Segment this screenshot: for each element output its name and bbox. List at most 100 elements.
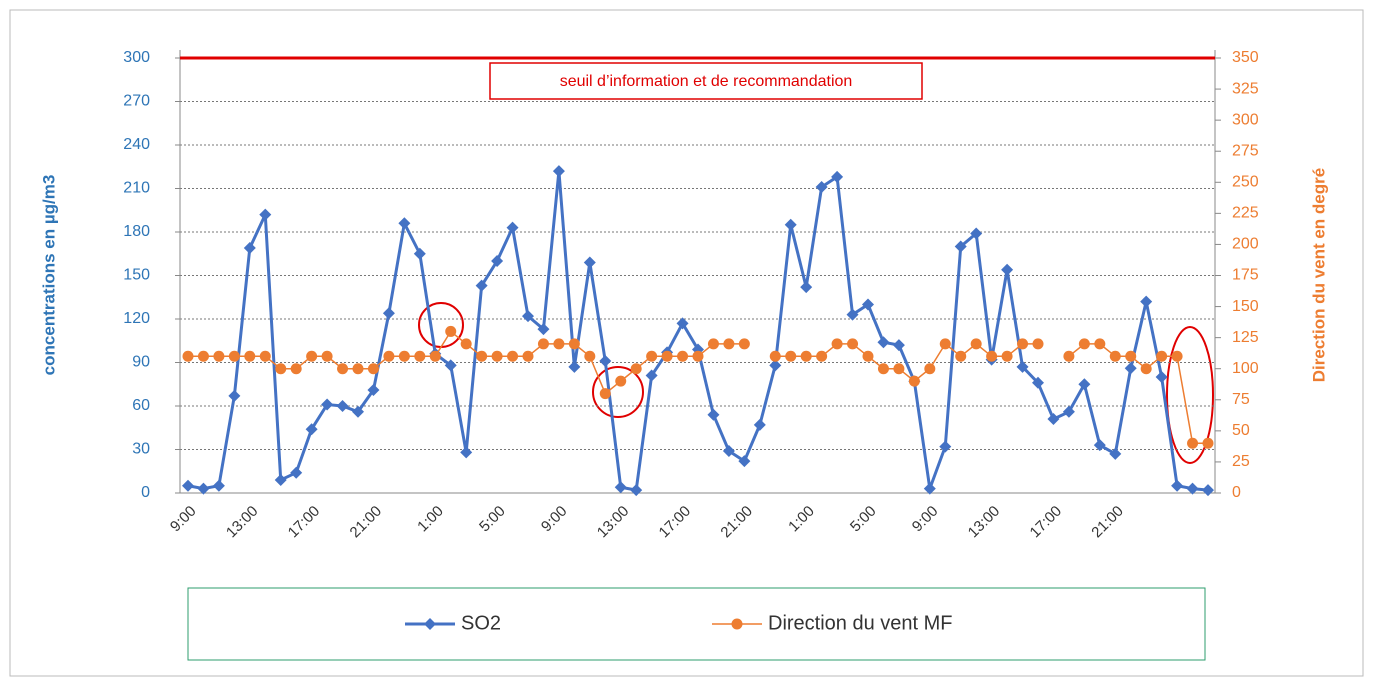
data-point [723, 338, 735, 350]
data-point [1032, 376, 1044, 389]
data-point [352, 363, 364, 375]
data-point [337, 363, 349, 375]
highlight-circle [592, 366, 644, 418]
y2-tick-label: 250 [1232, 174, 1259, 191]
data-point [244, 350, 256, 362]
data-point [476, 350, 488, 362]
data-point [491, 255, 504, 267]
data-point [630, 484, 643, 497]
data-point [321, 398, 334, 411]
data-point [614, 481, 627, 494]
y2-tick-label: 75 [1232, 391, 1250, 408]
data-point [584, 350, 596, 362]
data-point [1078, 378, 1091, 391]
y2-tick-label: 200 [1232, 236, 1259, 253]
data-point [522, 310, 534, 323]
y-tick-label: 150 [123, 267, 150, 284]
data-point [182, 350, 194, 362]
data-point [537, 338, 549, 350]
data-point [800, 350, 812, 362]
y2-tick-label: 150 [1232, 298, 1259, 315]
y2-tick-label: 350 [1232, 49, 1259, 66]
data-point [305, 423, 318, 436]
y-tick-label: 30 [132, 441, 150, 458]
data-point [784, 218, 797, 231]
y2-tick-label: 275 [1232, 142, 1259, 159]
data-point [197, 482, 210, 495]
data-point [243, 241, 256, 254]
data-point [306, 350, 318, 362]
y-tick-label: 90 [132, 354, 150, 371]
y-tick-label: 180 [123, 223, 150, 240]
data-point [954, 240, 967, 253]
data-point [892, 339, 905, 352]
y2-tick-label: 25 [1232, 453, 1250, 470]
data-point [259, 350, 271, 362]
y-axis-title: concentrations en µg/m3 [39, 175, 58, 376]
data-point [537, 323, 550, 336]
data-point [769, 350, 781, 362]
data-point [831, 338, 843, 350]
data-point [475, 279, 488, 292]
data-point [1078, 338, 1090, 350]
y2-tick-label: 325 [1232, 80, 1259, 97]
data-point [831, 170, 844, 183]
data-point [1124, 362, 1137, 375]
data-point [1017, 338, 1029, 350]
y2-axis-title: Direction du vent en degré [1309, 168, 1328, 382]
highlight-circle [1166, 326, 1214, 464]
data-point [290, 466, 303, 479]
y-tick-label: 270 [123, 93, 150, 110]
data-point [862, 350, 874, 362]
data-point [445, 325, 457, 337]
data-point [1202, 437, 1214, 449]
data-point [213, 350, 225, 362]
data-point [182, 479, 194, 492]
data-point [1187, 437, 1199, 449]
data-point [398, 217, 411, 230]
data-point [722, 444, 735, 457]
data-point [1032, 338, 1044, 350]
data-point [460, 446, 473, 459]
data-point [507, 350, 519, 362]
data-point [677, 350, 689, 362]
data-point [228, 350, 240, 362]
data-point [1109, 447, 1122, 460]
data-point [955, 350, 967, 362]
data-point [1063, 350, 1075, 362]
data-point [444, 359, 457, 372]
data-point [275, 363, 287, 375]
data-point [908, 375, 920, 387]
data-point [1125, 350, 1137, 362]
data-point [707, 338, 719, 350]
data-point [800, 281, 813, 294]
data-point [692, 350, 704, 362]
data-point [336, 400, 349, 412]
data-point [568, 360, 581, 373]
data-point [413, 247, 426, 260]
data-point [274, 473, 287, 486]
data-point [645, 369, 658, 382]
data-point [290, 363, 302, 375]
data-point [862, 298, 874, 311]
data-point [352, 405, 364, 418]
data-point [491, 350, 503, 362]
data-point [212, 479, 225, 492]
y-tick-label: 240 [123, 136, 150, 153]
data-point [753, 418, 766, 431]
data-point [1171, 479, 1184, 492]
data-point [367, 384, 380, 397]
data-point [506, 221, 519, 234]
data-point [893, 363, 905, 375]
data-point [522, 350, 534, 362]
legend-marker [424, 618, 436, 630]
data-point [815, 181, 828, 194]
data-point [1001, 263, 1014, 276]
data-point [939, 338, 951, 350]
data-point [1062, 405, 1075, 418]
data-point [615, 375, 627, 387]
data-point [738, 338, 750, 350]
y-tick-label: 60 [132, 397, 150, 414]
data-point [877, 363, 889, 375]
